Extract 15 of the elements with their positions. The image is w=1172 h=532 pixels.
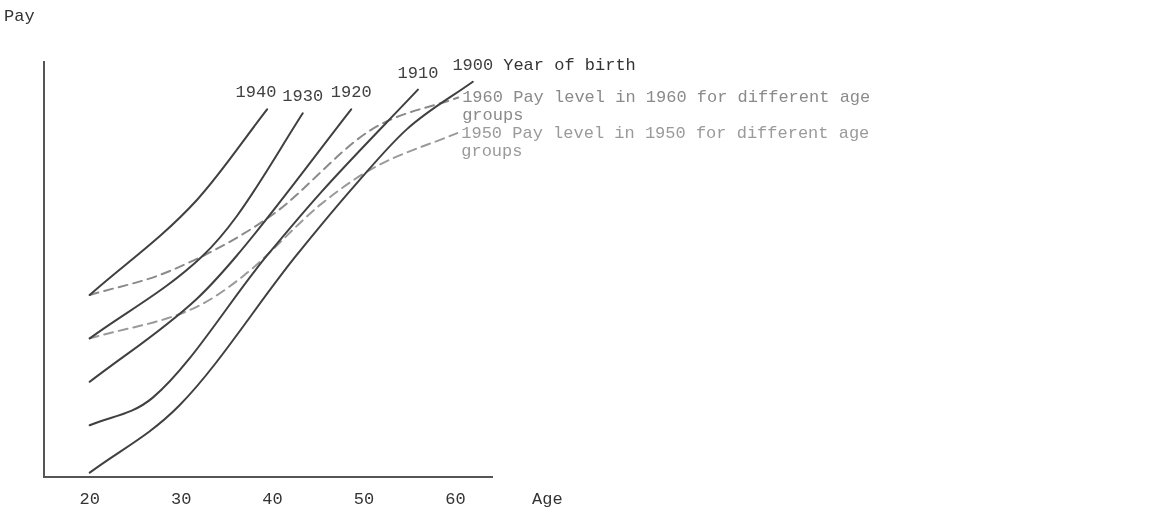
series-label: 1920 (330, 83, 372, 103)
series-label: 1900 (452, 55, 494, 75)
series-label: 1910 (397, 63, 439, 83)
series-label: 1960 Pay level in 1960 for different age groups (462, 88, 871, 126)
y-axis-title: Pay (4, 7, 35, 26)
series-label: 1930 (282, 87, 324, 107)
series-label: 1940 (235, 83, 277, 103)
series-label: 1950 Pay level in 1950 for different age groups (461, 123, 870, 161)
x-tick-label: 50 (353, 490, 375, 510)
x-tick-label: 30 (170, 490, 192, 510)
x-axis-title: Age (532, 489, 563, 509)
x-tick-label: 40 (262, 490, 283, 510)
text: Year of birth (503, 55, 636, 75)
x-tick-label: 20 (79, 490, 100, 510)
x-tick-label: 60 (445, 490, 466, 510)
